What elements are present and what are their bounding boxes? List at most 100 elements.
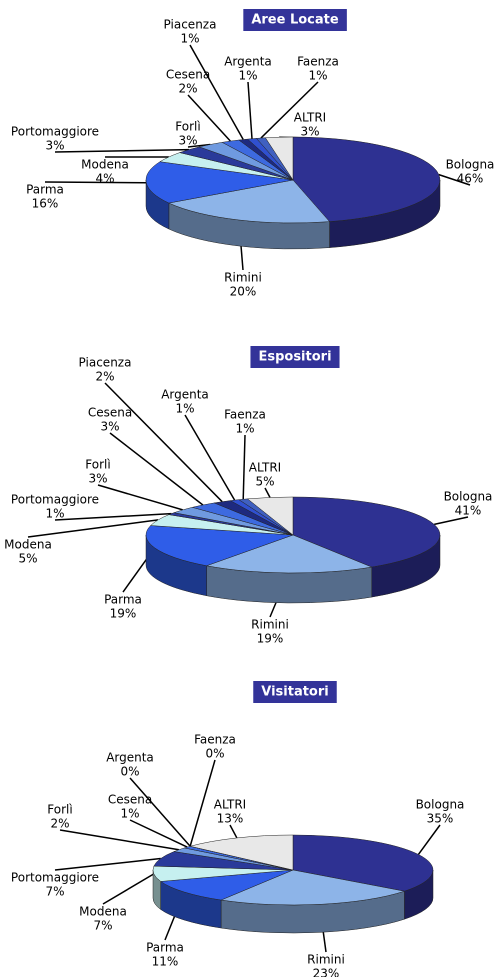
slice-label: Parma [104, 593, 142, 607]
pie-sides [145, 534, 441, 604]
leader-line [187, 94, 231, 142]
slice-value-label: 5% [255, 475, 274, 489]
leader-line [54, 857, 161, 871]
slice-value-label: 1% [180, 32, 199, 46]
slice-label: Portomaggiore [11, 125, 99, 139]
chart-title: Espositori [258, 350, 331, 365]
slice-value-label: 41% [455, 504, 482, 518]
slice-label: ALTRI [294, 111, 326, 125]
slice-label: Cesena [166, 68, 210, 82]
slice [160, 869, 294, 901]
slice-label: Argenta [106, 751, 154, 765]
slice-value-label: 3% [178, 134, 197, 148]
leader-line [102, 873, 155, 905]
slice-value-label: 0% [120, 765, 139, 779]
slice-label: Rimini [307, 953, 345, 967]
title-box [243, 9, 347, 31]
leader-line [59, 829, 180, 851]
slice [292, 834, 434, 892]
leader-line [438, 173, 471, 186]
slice-label: Rimini [224, 271, 262, 285]
slice [145, 525, 294, 567]
leader-line [129, 777, 191, 847]
slice-value-label: 1% [45, 507, 64, 521]
leader-line [129, 819, 188, 848]
leader-line [184, 414, 236, 501]
slice-value-label: 3% [300, 125, 319, 139]
slice-label: Bologna [416, 798, 465, 812]
pie-sides [152, 869, 434, 934]
slice-label: Forlì [47, 803, 72, 817]
leader-line [417, 824, 441, 855]
title-box [253, 681, 337, 703]
slice-value-label: 2% [50, 817, 69, 831]
slice [220, 869, 405, 906]
slice-label: Cesena [108, 793, 152, 807]
pie-tops [152, 834, 434, 906]
leader-line [189, 759, 216, 847]
leader-line [260, 81, 319, 139]
leader-line [109, 432, 204, 506]
slice-label: Cesena [88, 406, 132, 420]
slice-label: Bologna [444, 490, 493, 504]
slice-label: Forlì [85, 458, 110, 472]
slice-value-label: 46% [457, 172, 484, 186]
slice-value-label: 13% [217, 812, 244, 826]
slice-label: Parma [146, 941, 184, 955]
slice-label: ALTRI [214, 798, 246, 812]
leader-line [54, 148, 190, 153]
leader-line [264, 487, 271, 498]
slice [190, 834, 294, 871]
slice-label: Modena [4, 538, 52, 552]
leader-line [229, 824, 238, 839]
leader-line [27, 519, 159, 538]
slice-value-label: 35% [427, 812, 454, 826]
slice-value-label: 4% [95, 172, 114, 186]
chart-title: Visitatori [261, 685, 328, 700]
slice-label: Argenta [224, 55, 272, 69]
leader-line [434, 516, 469, 526]
slice-label: Portomaggiore [11, 493, 99, 507]
slice-value-label: 7% [93, 919, 112, 933]
slice-value-label: 7% [45, 885, 64, 899]
slice-value-label: 2% [95, 370, 114, 384]
slice-value-label: 1% [175, 402, 194, 416]
slice-label: Piacenza [79, 356, 132, 370]
slice-label: Faenza [297, 55, 339, 69]
slice-value-label: 1% [308, 69, 327, 83]
slice [292, 496, 441, 568]
leader-line [104, 382, 223, 503]
slice-value-label: 1% [235, 422, 254, 436]
title-box [250, 346, 340, 368]
leader-line [54, 512, 172, 521]
slice-value-label: 5% [18, 552, 37, 566]
slice-value-label: 20% [230, 285, 257, 299]
slice [145, 161, 294, 204]
slice-value-label: 1% [120, 807, 139, 821]
slice-label: Modena [79, 905, 127, 919]
slice-label: Forlì [175, 120, 200, 134]
slice-label: Piacenza [164, 18, 217, 32]
slice-value-label: 19% [110, 607, 137, 621]
leader-line [247, 81, 253, 139]
slice [168, 179, 331, 224]
slice [292, 136, 441, 222]
slice-label: Argenta [161, 388, 209, 402]
leader-line [44, 181, 147, 184]
slice [265, 136, 294, 181]
slice-value-label: 3% [100, 420, 119, 434]
slice-label: Bologna [446, 158, 495, 172]
slice-value-label: 2% [178, 82, 197, 96]
pie-tops [145, 496, 441, 574]
slice-label: Faenza [194, 733, 236, 747]
pie-tops [145, 136, 441, 224]
leader-line [242, 434, 246, 500]
slice [246, 496, 294, 536]
slice-label: Rimini [251, 618, 289, 632]
leader-line [97, 484, 183, 511]
slice-label: Portomaggiore [11, 871, 99, 885]
slice-value-label: 11% [152, 955, 179, 969]
slice-value-label: 19% [257, 632, 284, 646]
slice [205, 534, 373, 574]
